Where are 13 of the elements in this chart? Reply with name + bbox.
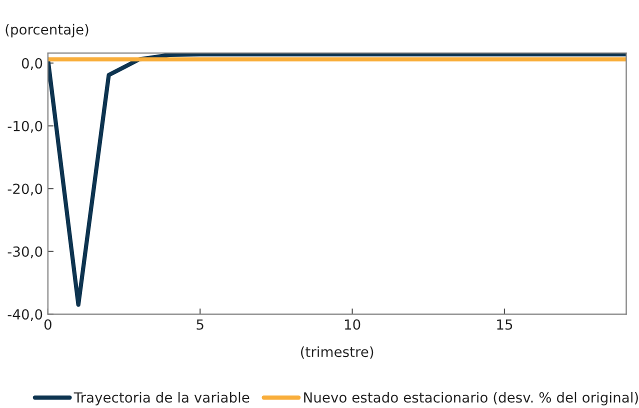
y-tick-label: -30,0 — [8, 246, 42, 258]
x-axis-title: (trimestre) — [300, 346, 374, 359]
y-axis-title: (porcentaje) — [6, 24, 88, 38]
y-tick-label: -40,0 — [8, 309, 42, 322]
legend-label: Nuevo estado estacionario (desv. % del original) — [304, 392, 638, 406]
x-tick-label: 10 — [344, 319, 360, 330]
x-tick-label: 0 — [44, 319, 52, 330]
legend-label: Trayectoria de la variable — [74, 392, 250, 406]
y-tick-label: -10,0 — [8, 120, 42, 133]
x-tick-label: 15 — [497, 319, 512, 330]
y-tick-label: 0,0 — [22, 58, 42, 70]
y-tick-label: -20,0 — [8, 184, 42, 196]
x-tick-label: 5 — [196, 319, 204, 330]
